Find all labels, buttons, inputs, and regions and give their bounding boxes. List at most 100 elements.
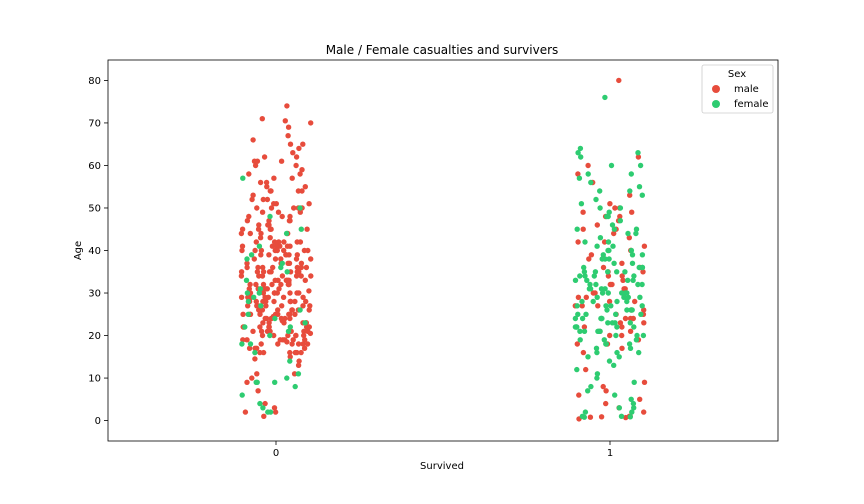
data-point-male (306, 324, 312, 330)
data-point-male (263, 303, 269, 309)
data-point-male (611, 230, 617, 237)
data-point-female (242, 324, 248, 330)
y-tick-label: 70 (88, 118, 101, 129)
data-point-male (255, 264, 261, 271)
data-point-female (602, 94, 608, 101)
data-point-female (614, 324, 620, 330)
data-point-male (294, 252, 300, 258)
data-point-female (629, 409, 635, 415)
x-axis-label: Survived (420, 461, 464, 472)
data-point-male (287, 218, 293, 224)
data-point-female (617, 205, 624, 211)
data-point-male (606, 298, 613, 305)
data-point-female (599, 290, 606, 296)
legend-frame (701, 64, 774, 114)
data-point-male (298, 349, 304, 356)
data-point-male (287, 349, 293, 356)
data-point-female (613, 332, 619, 339)
data-point-male (254, 371, 260, 377)
data-point-male (279, 303, 285, 309)
data-point-male (268, 226, 274, 232)
data-point-female (239, 341, 245, 347)
data-point-male (250, 137, 256, 143)
data-point-female (625, 277, 631, 283)
data-point-male (282, 118, 288, 124)
data-point-female (585, 354, 591, 360)
data-point-male (612, 205, 618, 211)
data-point-male (601, 239, 608, 245)
data-point-female (574, 303, 580, 309)
x-tick-label: 0 (273, 448, 279, 459)
data-point-female (614, 349, 620, 356)
data-point-male (254, 345, 260, 351)
data-point-male (258, 328, 265, 334)
data-point-male (238, 230, 245, 237)
data-point-male (619, 324, 625, 330)
data-point-male (627, 192, 633, 198)
data-point-female (598, 315, 604, 322)
data-point-male (627, 328, 634, 334)
data-point-female (257, 286, 264, 292)
data-point-female (578, 154, 584, 160)
data-point-male (287, 213, 293, 220)
data-point-female (609, 222, 616, 228)
data-point-male (576, 392, 582, 398)
data-point-female (256, 290, 262, 296)
data-point-male (246, 213, 252, 220)
data-point-female (287, 324, 293, 330)
data-point-female (272, 379, 278, 385)
data-point-male (264, 328, 271, 334)
data-point-female (640, 332, 647, 339)
data-point-female (574, 324, 580, 330)
data-point-male (277, 337, 283, 343)
data-point-female (588, 383, 594, 390)
data-point-female (627, 414, 633, 420)
data-point-male (293, 256, 300, 262)
data-point-female (594, 371, 601, 377)
y-tick-label: 10 (88, 374, 101, 385)
data-point-female (587, 281, 593, 288)
data-point-female (582, 409, 589, 415)
data-point-male (298, 273, 304, 279)
data-point-female (581, 414, 587, 420)
data-point-male (244, 260, 250, 266)
data-point-female (595, 328, 601, 334)
data-point-male (240, 311, 246, 317)
data-point-female (576, 175, 583, 181)
data-point-male (289, 341, 295, 347)
data-point-male (574, 341, 580, 347)
data-point-male (257, 349, 263, 356)
data-point-female (593, 196, 599, 203)
data-point-female (611, 226, 618, 232)
data-point-male (302, 337, 308, 343)
data-point-female (594, 294, 600, 300)
data-point-male (623, 414, 629, 421)
data-point-male (640, 269, 646, 275)
data-point-female (638, 311, 644, 317)
data-point-male (285, 124, 292, 130)
data-point-male (297, 171, 303, 177)
data-point-male (619, 332, 625, 339)
data-point-male (272, 256, 279, 262)
data-point-female (278, 264, 284, 271)
data-point-male (255, 226, 262, 232)
data-point-female (593, 345, 600, 351)
data-point-male (264, 184, 270, 190)
data-point-male (287, 298, 293, 305)
data-point-male (260, 320, 266, 326)
data-point-female (592, 269, 599, 275)
data-point-female (626, 341, 633, 347)
data-point-female (575, 311, 581, 317)
data-point-female (295, 371, 302, 377)
data-point-female (629, 252, 636, 258)
data-point-female (577, 328, 583, 334)
y-tick-label: 60 (88, 161, 101, 172)
data-point-female (605, 320, 611, 326)
data-point-male (629, 209, 635, 215)
data-point-male (635, 154, 642, 160)
data-point-male (299, 167, 305, 173)
data-point-male (619, 260, 625, 266)
data-point-female (284, 375, 290, 381)
data-point-male (308, 273, 314, 279)
data-point-male (298, 264, 304, 271)
